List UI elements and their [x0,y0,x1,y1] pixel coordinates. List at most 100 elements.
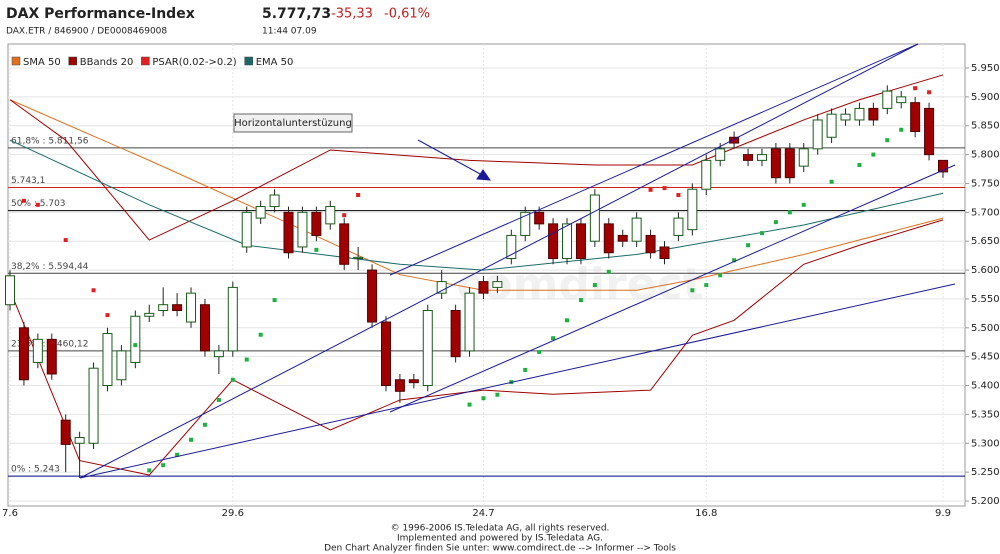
psar-dot [718,273,723,278]
psar-dot [551,336,556,341]
candle-body [924,107,935,156]
y-tick-label: 5.250 [971,467,1000,478]
candle-body [18,327,29,381]
bband-upper [9,74,944,241]
candle-body [408,379,419,384]
level-label: 5.743,1 [11,176,45,186]
candle-body [464,292,475,352]
candle-body [380,321,391,387]
psar-dot [913,86,918,91]
candle-body [436,281,447,294]
psar-dot [175,452,180,457]
psar-dot [592,283,597,288]
candle-body [130,315,141,363]
candle-body [32,338,43,363]
trend-line [389,164,956,413]
candle-body [144,312,155,317]
legend-swatch [141,56,150,66]
arrow-head [476,169,492,181]
psar-dot [704,283,709,288]
psar-dot [356,193,361,198]
psar-dot [230,377,235,382]
candle-body [311,211,322,236]
psar-dot [676,193,681,198]
psar-dot [606,269,611,274]
x-tick-label: 24.7 [472,508,494,519]
candle-body [520,211,531,236]
candle-body [172,304,183,311]
price: 5.777,73 [262,6,331,22]
trend-line [389,43,919,276]
candle-body [562,223,573,260]
candle-body [645,234,656,254]
candle-body [673,217,684,236]
psar-dot [732,258,737,263]
plot-frame [7,43,966,507]
candle-body [589,194,600,242]
legend-label: PSAR(0.02->0.2) [152,57,236,68]
y-tick-label: 5.450 [971,352,1000,363]
trend-line [79,43,919,479]
psar-dot [35,202,40,207]
psar-dot [133,343,138,348]
candle-body [5,275,15,306]
candle-body [255,206,266,219]
y-tick-label: 5.900 [971,92,1000,103]
candle-body [283,211,294,254]
annotation: Horizontalunterstüzung [234,118,352,129]
legend-label: SMA 50 [23,57,61,68]
candle-body [213,350,224,358]
level-label: 0% : 5.243 [11,465,60,475]
candle-body [798,148,809,167]
psar-dot [91,288,96,293]
candle-body [492,281,503,288]
candle-body [756,154,767,161]
candle-body [534,211,545,225]
change: -35,33 [331,7,373,22]
psar-dot [495,392,500,397]
candle-body [353,256,364,260]
candle-body [882,90,893,109]
time: 11:44 07.09 [262,27,317,37]
legend-label: BBands 20 [80,57,134,68]
psar-dot [773,220,778,225]
y-tick-label: 5.300 [971,438,1000,449]
y-tick-label: 5.400 [971,381,1000,392]
candle-body [297,211,308,248]
candle-body [715,148,726,161]
change-pct: -0,61% [384,7,430,22]
plot: 5.200 5.250 5.300 5.350 5.400 5.450 5.500 5.550… [2,44,1000,519]
psar-dot [899,127,904,132]
psar-dot [467,402,472,407]
candle-body [868,107,879,121]
candle-body [603,223,614,254]
arrow [417,139,483,176]
y-tick-label: 5.200 [971,496,1000,507]
psar-dot [578,298,583,303]
candle-body [770,148,781,179]
psar-dot [202,422,207,427]
legend-swatch [68,56,77,66]
candle-body [478,281,489,294]
y-tick-label: 5.600 [971,265,1000,276]
psar-dot [189,437,194,442]
psar-dot [565,318,570,323]
legend: SMA 50 BBands 20 PSAR(0.02->0.2) EMA 50 [11,56,293,68]
y-tick-label: 5.350 [971,409,1000,420]
candle-body [687,188,698,231]
candle-body [116,350,127,381]
candle-body [826,113,837,138]
candle-body [938,159,948,173]
candle-body [701,159,712,190]
candle-body [74,436,85,444]
y-tick-label: 5.500 [971,323,1000,334]
candle-body [269,194,280,208]
psar-dot [244,357,249,362]
psar-dot [258,332,263,337]
psar-dot [481,396,486,401]
y-tick-label: 5.950 [971,63,1000,74]
psar-dot [161,463,166,468]
psar-dot [342,213,347,218]
